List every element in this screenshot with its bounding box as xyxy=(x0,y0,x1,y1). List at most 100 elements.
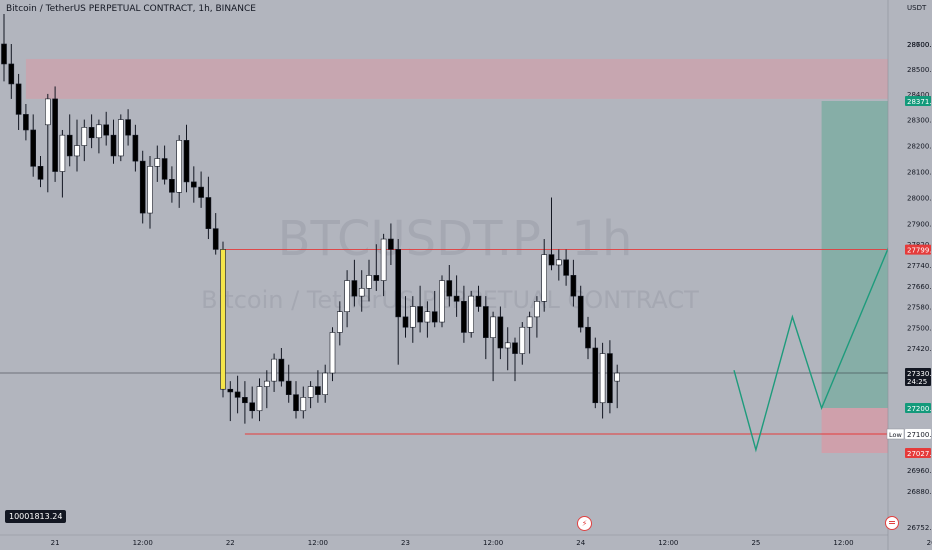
price-badge xyxy=(905,96,931,106)
candle-body xyxy=(570,275,577,297)
candle-body xyxy=(366,275,372,289)
y-tick-label: 28600.0 xyxy=(907,41,932,49)
y-tick-label: 26960.0 xyxy=(907,467,932,475)
candle-body xyxy=(563,259,569,276)
candle-body xyxy=(88,127,95,139)
candle-body xyxy=(52,98,58,172)
price-badge-countdown: 24:25 xyxy=(907,378,927,386)
candle-body xyxy=(541,254,548,302)
candle-body xyxy=(191,181,197,188)
x-tick-label: 25 xyxy=(751,539,760,547)
candle-body xyxy=(256,386,263,412)
candle-body xyxy=(183,140,190,183)
currency-label: USDT xyxy=(907,4,927,12)
candle-body xyxy=(278,358,285,382)
candle-body xyxy=(139,160,146,214)
candle-body xyxy=(110,134,117,157)
chart-title: Bitcoin / TetherUS PERPETUAL CONTRACT, 1… xyxy=(6,4,256,14)
candle-body xyxy=(15,83,22,115)
candle-body xyxy=(322,372,329,395)
candle-body xyxy=(395,249,402,318)
candle-body xyxy=(373,275,380,281)
candle-body xyxy=(234,391,241,398)
candle-body xyxy=(453,295,460,302)
candle-body xyxy=(555,259,562,266)
x-tick-label: 12:00 xyxy=(308,539,328,547)
candle-body xyxy=(439,280,445,323)
candle-body xyxy=(154,158,161,167)
candle-body xyxy=(519,326,526,354)
x-tick-label: 22 xyxy=(226,539,235,547)
candle-body xyxy=(417,306,423,323)
account-id-badge: 10001813.24 xyxy=(5,510,67,523)
watermark-symbol: BTCUSDT.P, 1h xyxy=(278,211,633,267)
price-badge xyxy=(905,244,931,255)
candle-body xyxy=(8,63,15,85)
candle-body xyxy=(147,166,153,214)
candle-body xyxy=(461,301,467,333)
candle-body xyxy=(242,397,248,404)
lightning-bolt-icon[interactable]: ⚡ xyxy=(577,516,592,531)
candle-body xyxy=(271,358,277,382)
x-tick-label: 12:00 xyxy=(133,539,153,547)
x-tick-label: 24 xyxy=(576,539,585,547)
price-badge-label: 28371.6 xyxy=(907,98,932,106)
y-tick-label: 27500.0 xyxy=(907,324,932,332)
candle-body xyxy=(497,316,504,349)
candle-body xyxy=(512,342,518,354)
y-tick-label: 26880.0 xyxy=(907,488,932,496)
x-tick-label: 12:00 xyxy=(483,539,503,547)
candle-body xyxy=(409,306,416,328)
candle-body xyxy=(504,342,511,349)
price-badge-label: 27799.3 xyxy=(907,247,932,255)
candle-body xyxy=(614,372,621,382)
y-tick-label: 26752.0 xyxy=(907,524,932,532)
candle-body xyxy=(118,119,124,157)
candle-body xyxy=(125,119,131,136)
seller-zone[interactable] xyxy=(25,58,932,99)
y-tick-label: 28300.0 xyxy=(907,117,932,125)
candle-body xyxy=(44,98,51,126)
price-axis[interactable] xyxy=(888,0,932,550)
price-badge xyxy=(905,403,931,413)
candle-body xyxy=(329,332,336,374)
x-tick-label: 12:00 xyxy=(833,539,853,547)
candle-body xyxy=(1,43,7,65)
candle-body xyxy=(607,353,613,404)
candle-body xyxy=(176,140,182,193)
price-badge-label: 27330.1 xyxy=(907,370,932,378)
candle-body xyxy=(482,306,489,338)
price-badge-label: 27027.9 xyxy=(907,450,932,458)
x-tick-label: 12:00 xyxy=(658,539,678,547)
y-tick-label: 28700.0 xyxy=(907,41,932,49)
candle-body xyxy=(548,254,555,266)
candle-body xyxy=(66,134,73,157)
candle-body xyxy=(490,316,496,338)
candle-body xyxy=(300,397,307,412)
candle-body xyxy=(307,386,314,398)
x-tick-label: 21 xyxy=(51,539,60,547)
candle-body xyxy=(103,124,109,136)
candle-body xyxy=(358,288,365,297)
candle-body xyxy=(74,145,80,157)
candle-body xyxy=(431,311,438,323)
y-tick-label: 27740.0 xyxy=(907,262,932,270)
candle-body xyxy=(293,394,299,412)
candle-body xyxy=(212,228,219,250)
projection-path[interactable] xyxy=(733,101,932,453)
candle-body xyxy=(402,316,409,328)
candle-body xyxy=(227,388,234,393)
low-tag-label: Low xyxy=(889,431,902,439)
candle-body xyxy=(37,166,44,180)
candle-body xyxy=(534,301,540,318)
candle-body xyxy=(96,124,102,139)
candle-body xyxy=(424,311,431,323)
price-badge xyxy=(905,368,931,386)
candle-body xyxy=(30,129,37,167)
y-tick-label: 27580.0 xyxy=(907,304,932,312)
low-tag xyxy=(886,428,905,440)
candle-body xyxy=(336,311,343,333)
flag-icon[interactable] xyxy=(885,516,899,530)
y-tick-label: 28400.0 xyxy=(907,91,932,99)
